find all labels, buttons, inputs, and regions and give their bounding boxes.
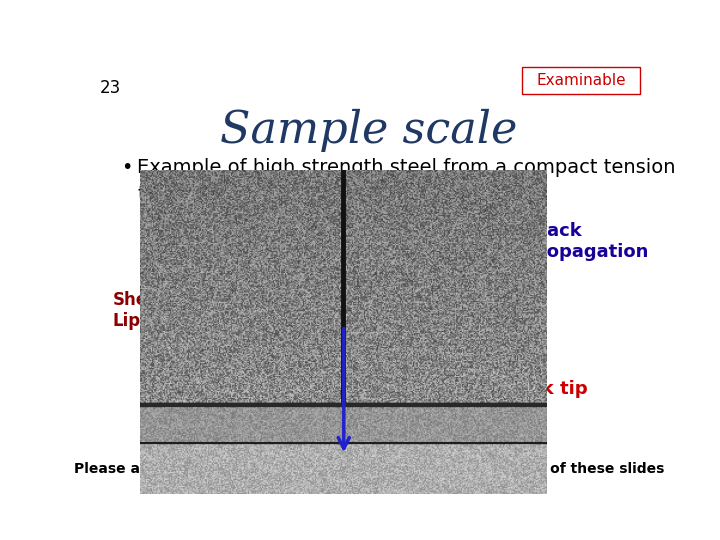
FancyBboxPatch shape: [523, 67, 639, 94]
Text: Please acknowledge Carnegie Mellon if you make public use of these slides: Please acknowledge Carnegie Mellon if yo…: [74, 462, 664, 476]
Text: Shear
Lips: Shear Lips: [112, 291, 167, 329]
Text: Sample scale: Sample scale: [220, 109, 518, 152]
Text: Dowling: Dowling: [486, 208, 542, 222]
Text: Examinable: Examinable: [536, 73, 626, 88]
Text: Crack tip: Crack tip: [498, 380, 588, 398]
Text: Example of high strength steel from a compact tension
test.: Example of high strength steel from a co…: [138, 158, 676, 204]
Text: •: •: [121, 158, 132, 177]
Text: 23: 23: [100, 79, 121, 97]
Text: Crack
propagation: Crack propagation: [526, 222, 649, 261]
